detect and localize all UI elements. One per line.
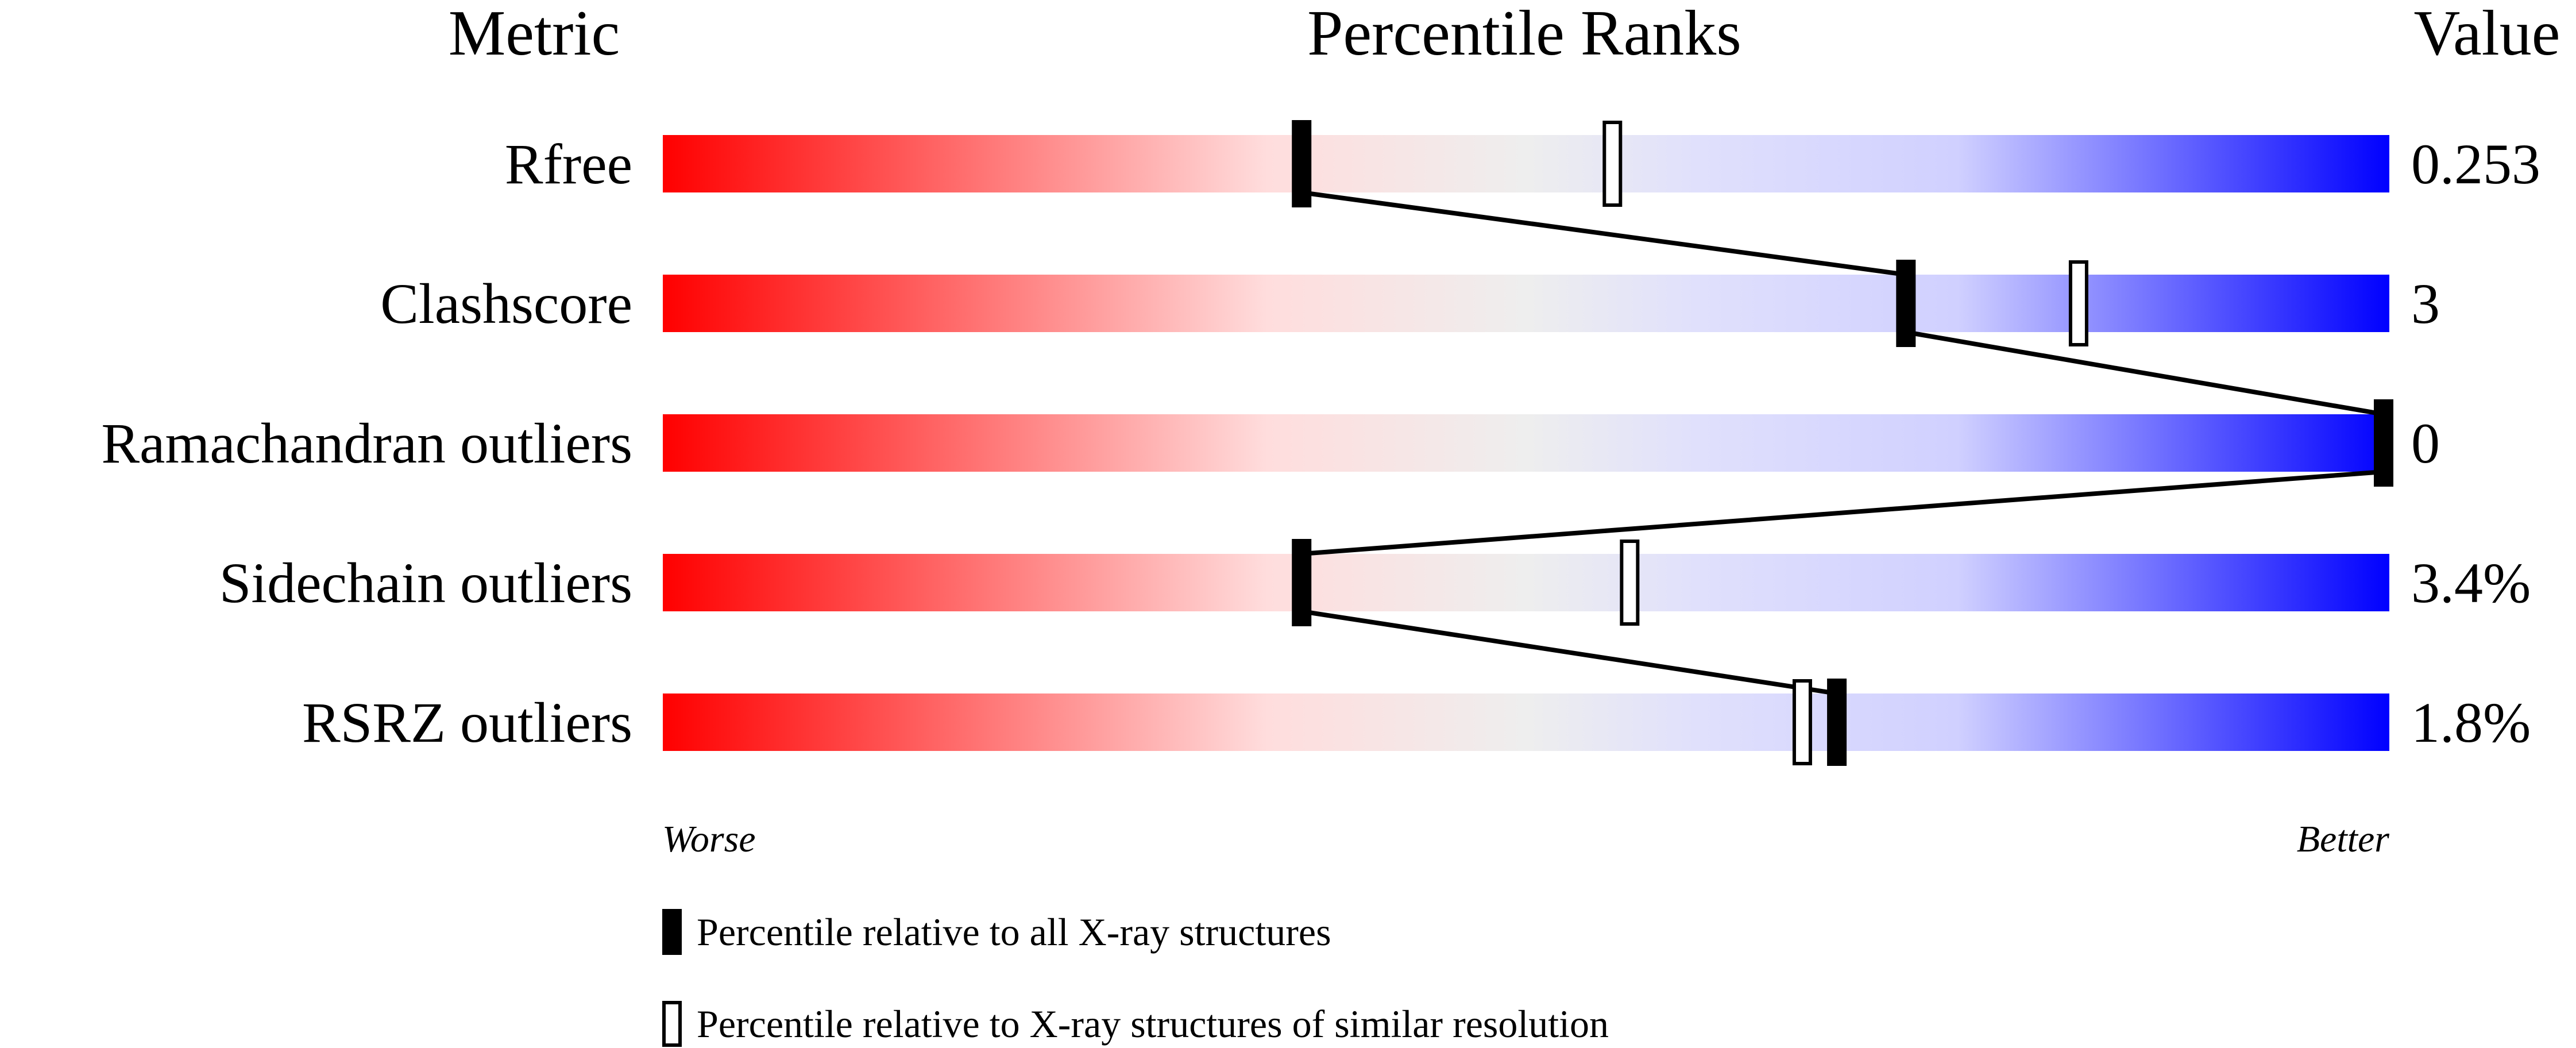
worse-label: Worse [662,818,756,860]
header-percentile-ranks: Percentile Ranks [1307,0,1741,69]
all-structures-marker [2374,399,2393,487]
all-structures-marker [1827,679,1847,766]
percentile-bar [663,135,2389,192]
percentile-bar [663,414,2389,472]
similar-resolution-marker [1620,540,1640,626]
metric-value: 1.8% [2411,691,2531,754]
percentile-bar [663,275,2389,332]
legend-open-label: Percentile relative to X-ray structures … [697,1002,1609,1046]
all-structures-marker [1292,539,1312,626]
header-value: Value [2413,0,2560,69]
all-structures-marker [1896,260,1916,347]
metric-label: Clashscore [380,272,632,336]
similar-resolution-marker [1602,121,1623,207]
connector-line [1905,330,2384,417]
connector-line [1301,190,1906,277]
metric-label: Sidechain outliers [219,551,632,615]
metric-value: 0.253 [2411,132,2540,196]
connector-line [1301,469,2384,556]
all-structures-marker [1292,120,1312,207]
metric-label: Ramachandran outliers [101,411,632,475]
header-metric: Metric [449,0,620,69]
metric-label: Rfree [505,132,632,196]
percentile-bar [663,693,2389,751]
legend-filled-marker [662,909,682,955]
legend-filled-label: Percentile relative to all X-ray structu… [697,910,1331,954]
similar-resolution-marker [1792,679,1812,765]
connector-line [1301,609,1837,696]
better-label: Better [2297,818,2390,860]
metric-label: RSRZ outliers [302,691,632,754]
metric-value: 0 [2411,411,2440,475]
percentile-bar [663,554,2389,611]
metric-value: 3.4% [2411,551,2531,615]
metric-value: 3 [2411,272,2440,336]
similar-resolution-marker [2068,260,2088,346]
legend-open-marker [662,1001,682,1047]
